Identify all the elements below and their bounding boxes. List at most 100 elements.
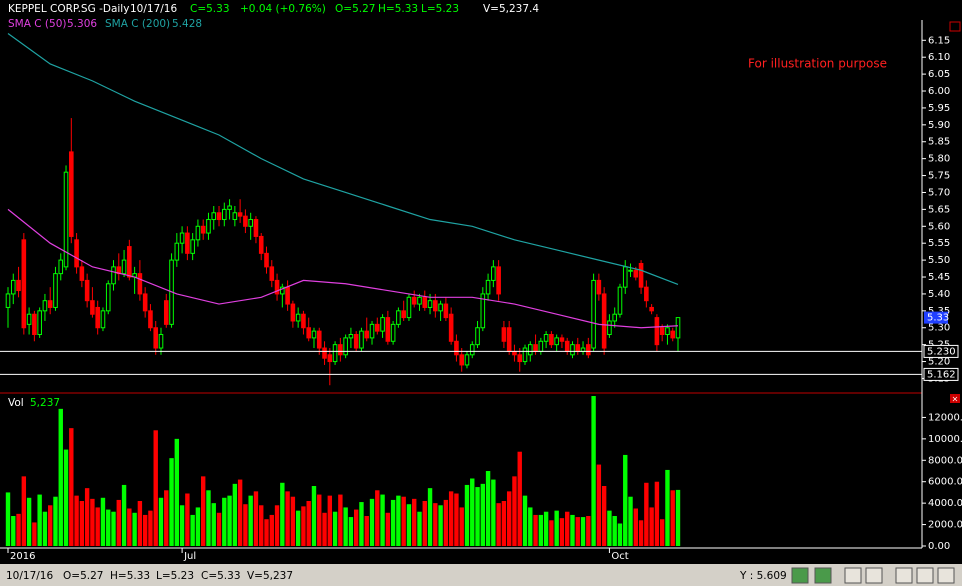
x-tick-label: 2016	[10, 551, 35, 562]
y-tick-label: 5.70	[928, 187, 950, 198]
volume-bar	[148, 510, 153, 546]
volume-y-tick-label: 8000.00	[928, 455, 962, 466]
volume-bar	[390, 499, 396, 546]
tool-button[interactable]	[937, 567, 955, 584]
tool-button[interactable]	[814, 567, 832, 584]
candle-body	[527, 344, 533, 356]
open-value: O=5.27	[335, 3, 375, 15]
legend-sma200-value: 5.428	[172, 18, 202, 30]
volume-bar	[243, 504, 248, 546]
volume-bar	[269, 514, 274, 546]
volume-bar	[422, 501, 427, 546]
candle-body	[480, 293, 486, 329]
volume-bar	[53, 496, 58, 546]
tool-button[interactable]	[844, 567, 862, 584]
legend-sma200: SMA C (200)	[105, 18, 170, 30]
close-button[interactable]	[950, 394, 960, 403]
volume-bar	[74, 495, 79, 546]
volume-bar	[665, 469, 670, 546]
volume-bar	[311, 486, 317, 546]
candle-body	[491, 266, 496, 281]
volume-bar	[121, 484, 127, 546]
candle-body	[422, 296, 428, 308]
candle-body	[538, 340, 544, 352]
candle-body	[464, 354, 470, 366]
candle-body	[454, 340, 459, 356]
volume-bar	[222, 497, 227, 546]
volume-bar	[385, 512, 391, 546]
volume-bar	[596, 464, 602, 546]
volume-bar	[659, 519, 665, 546]
volume-bar	[628, 496, 633, 546]
close-button[interactable]	[949, 21, 961, 32]
close-value: C=5.33	[190, 3, 230, 15]
volume-bar	[190, 514, 195, 546]
volume-bar	[464, 484, 470, 546]
volume-bar	[575, 517, 580, 546]
legend-sma50: SMA C (50)	[8, 18, 66, 30]
candle-body	[174, 242, 180, 261]
volume-bar	[343, 507, 348, 546]
volume-bar	[259, 505, 264, 546]
candle-body	[649, 306, 654, 312]
candle-body	[469, 344, 475, 356]
volume-bar	[586, 516, 591, 546]
tool-button[interactable]	[865, 567, 883, 584]
candle-body	[121, 259, 127, 275]
level-label: 5.162	[927, 369, 956, 380]
tool-button[interactable]	[916, 567, 934, 584]
candle-body	[448, 313, 454, 342]
volume-bar	[470, 478, 475, 546]
volume-bar	[37, 494, 42, 546]
y-tick-label: 5.65	[928, 204, 950, 215]
tool-button[interactable]	[895, 567, 913, 584]
status-low: L=5.23	[156, 570, 194, 582]
volume-bar	[195, 507, 201, 546]
volume-bar	[675, 489, 681, 546]
volume-bar	[301, 506, 306, 546]
volume-bar	[348, 517, 354, 546]
volume-bar	[69, 428, 74, 546]
volume-bar	[237, 479, 243, 546]
annotation: For illustration purpose	[748, 57, 887, 71]
volume-bar	[549, 520, 554, 546]
volume-bar	[32, 522, 37, 546]
candle-body	[32, 313, 37, 336]
status-bar	[0, 564, 962, 586]
sma-line	[7, 208, 679, 329]
high-value: H=5.33	[378, 3, 418, 15]
candle-body	[248, 219, 253, 227]
volume-bar	[633, 508, 638, 546]
volume-bar	[522, 495, 528, 546]
candle-body	[306, 327, 312, 339]
level-box	[923, 344, 959, 358]
candle-body	[628, 269, 633, 272]
status-cursor: Y : 5.609	[739, 570, 787, 582]
volume-bar	[174, 438, 180, 546]
tool-button[interactable]	[791, 567, 809, 584]
volume-bar	[16, 513, 21, 546]
change: +0.04 (+0.76%)	[240, 3, 326, 15]
candle-body	[659, 327, 665, 336]
candle-body	[153, 327, 159, 349]
candle-body	[58, 259, 64, 275]
candle-body	[369, 323, 375, 339]
candle-body	[501, 327, 507, 342]
volume-bar	[396, 495, 401, 546]
volume-bar	[401, 496, 406, 546]
status-close: C=5.33	[201, 570, 241, 582]
volume-bar	[164, 490, 169, 546]
y-tick-label: 5.55	[928, 238, 950, 249]
volume-y-tick-label: 12000.00	[928, 412, 962, 423]
volume-label: Vol	[8, 397, 24, 409]
volume-bar	[459, 507, 464, 546]
price-plot	[5, 33, 681, 386]
candle-body	[638, 262, 644, 288]
volume-bar	[491, 479, 496, 546]
volume-bar	[496, 503, 501, 546]
volume-bar	[42, 511, 48, 546]
volume-bar	[359, 502, 364, 546]
candle-body	[16, 279, 21, 292]
candle-body	[142, 293, 148, 312]
